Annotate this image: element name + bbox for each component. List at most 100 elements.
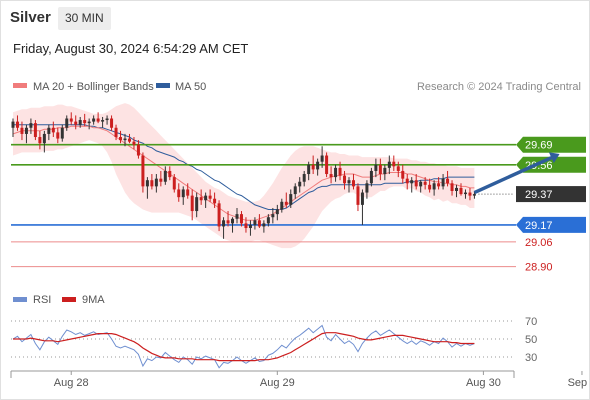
candle-body [132,141,136,145]
candle [280,198,284,213]
candle [235,207,239,224]
candle-body [217,203,221,227]
candle [177,183,181,202]
candle-body [369,170,373,184]
candle [360,189,364,225]
legend-ma20-swatch [13,83,27,88]
candle-body [172,177,176,190]
candle [119,130,123,144]
x-tick-label: Aug 28 [54,377,89,389]
candle [105,115,109,125]
timeframe-badge[interactable]: 30 MIN [58,7,111,30]
candle-body [11,121,15,128]
candle [334,164,338,182]
candle-body [360,192,364,205]
forecast-arrow-head [548,152,560,164]
candle [374,158,378,178]
candle-body [378,164,382,175]
x-axis: Aug 28 Aug 29 Aug 30 Sep 5 [10,370,590,389]
candle-body [101,120,105,122]
candle [92,115,96,125]
timestamp: Friday, August 30, 2024 6:54:29 AM CET [13,41,249,56]
candle-body [275,209,279,215]
candle-body [284,201,288,205]
candle [217,200,221,232]
candle [316,158,320,176]
candle-body [405,178,409,184]
candle [432,180,436,196]
candle [226,211,230,227]
candle [311,155,315,175]
candle [213,192,217,208]
copyright-text: Research © 2024 Trading Central [417,81,581,93]
candle-body [204,195,208,201]
candle [208,189,212,202]
candle-body [226,220,230,224]
legend-rsi-label: RSI [33,294,51,306]
candle [428,178,432,193]
candle-body [325,155,329,175]
candle [459,183,463,196]
candle [468,187,472,201]
legend-rsi-ma-label: 9MA [82,294,105,306]
candle [455,184,459,198]
candle [307,161,311,181]
candle-body [419,181,423,187]
candle-body [248,224,252,229]
candle [163,166,167,185]
candle-body [78,120,82,125]
candle-body [455,187,459,191]
candle-body [74,121,78,125]
candle-body [96,118,100,122]
candle-body [29,123,33,128]
rsi-legend: RSI 9MA [13,294,105,306]
candle-body [311,164,315,170]
candle [65,115,69,131]
candle [248,220,252,236]
candle-body [150,180,154,187]
candle [356,183,360,212]
candle [378,158,382,181]
resistance-level-tag [516,136,586,153]
candle-body [446,178,450,184]
candle [320,146,324,168]
candle-body [459,187,463,195]
resistance-level-label: 29.69 [525,140,553,152]
candle-body [20,127,24,134]
candle [56,127,60,144]
candle-body [208,195,212,199]
rsi-line [12,324,475,369]
candle [275,204,279,221]
candle [114,124,118,141]
candle [74,115,78,130]
candle [325,152,329,178]
candle-body [316,161,320,170]
last-price-tag [516,186,586,203]
pivot-level-tag [516,216,586,233]
candle [38,130,42,150]
last-price-label: 29.37 [525,189,553,201]
candle [29,118,33,134]
candle [20,121,24,141]
candle [284,192,288,208]
candle-body [235,214,239,219]
candle-body [83,120,87,124]
candle [414,174,418,190]
candle-body [163,170,167,182]
candle [60,124,64,142]
rsi-ma-line [13,332,475,362]
candle-body [239,214,243,224]
candle [181,186,185,205]
candle [302,170,306,187]
candle-body [15,121,19,128]
candle-body [472,194,476,196]
candle-body [468,192,472,196]
candle-body [168,170,172,178]
candle-body [51,127,55,133]
candle-body [87,121,91,124]
candle-body [253,220,257,225]
candle-body [351,180,355,187]
candle [172,174,176,193]
candle-body [145,180,149,187]
